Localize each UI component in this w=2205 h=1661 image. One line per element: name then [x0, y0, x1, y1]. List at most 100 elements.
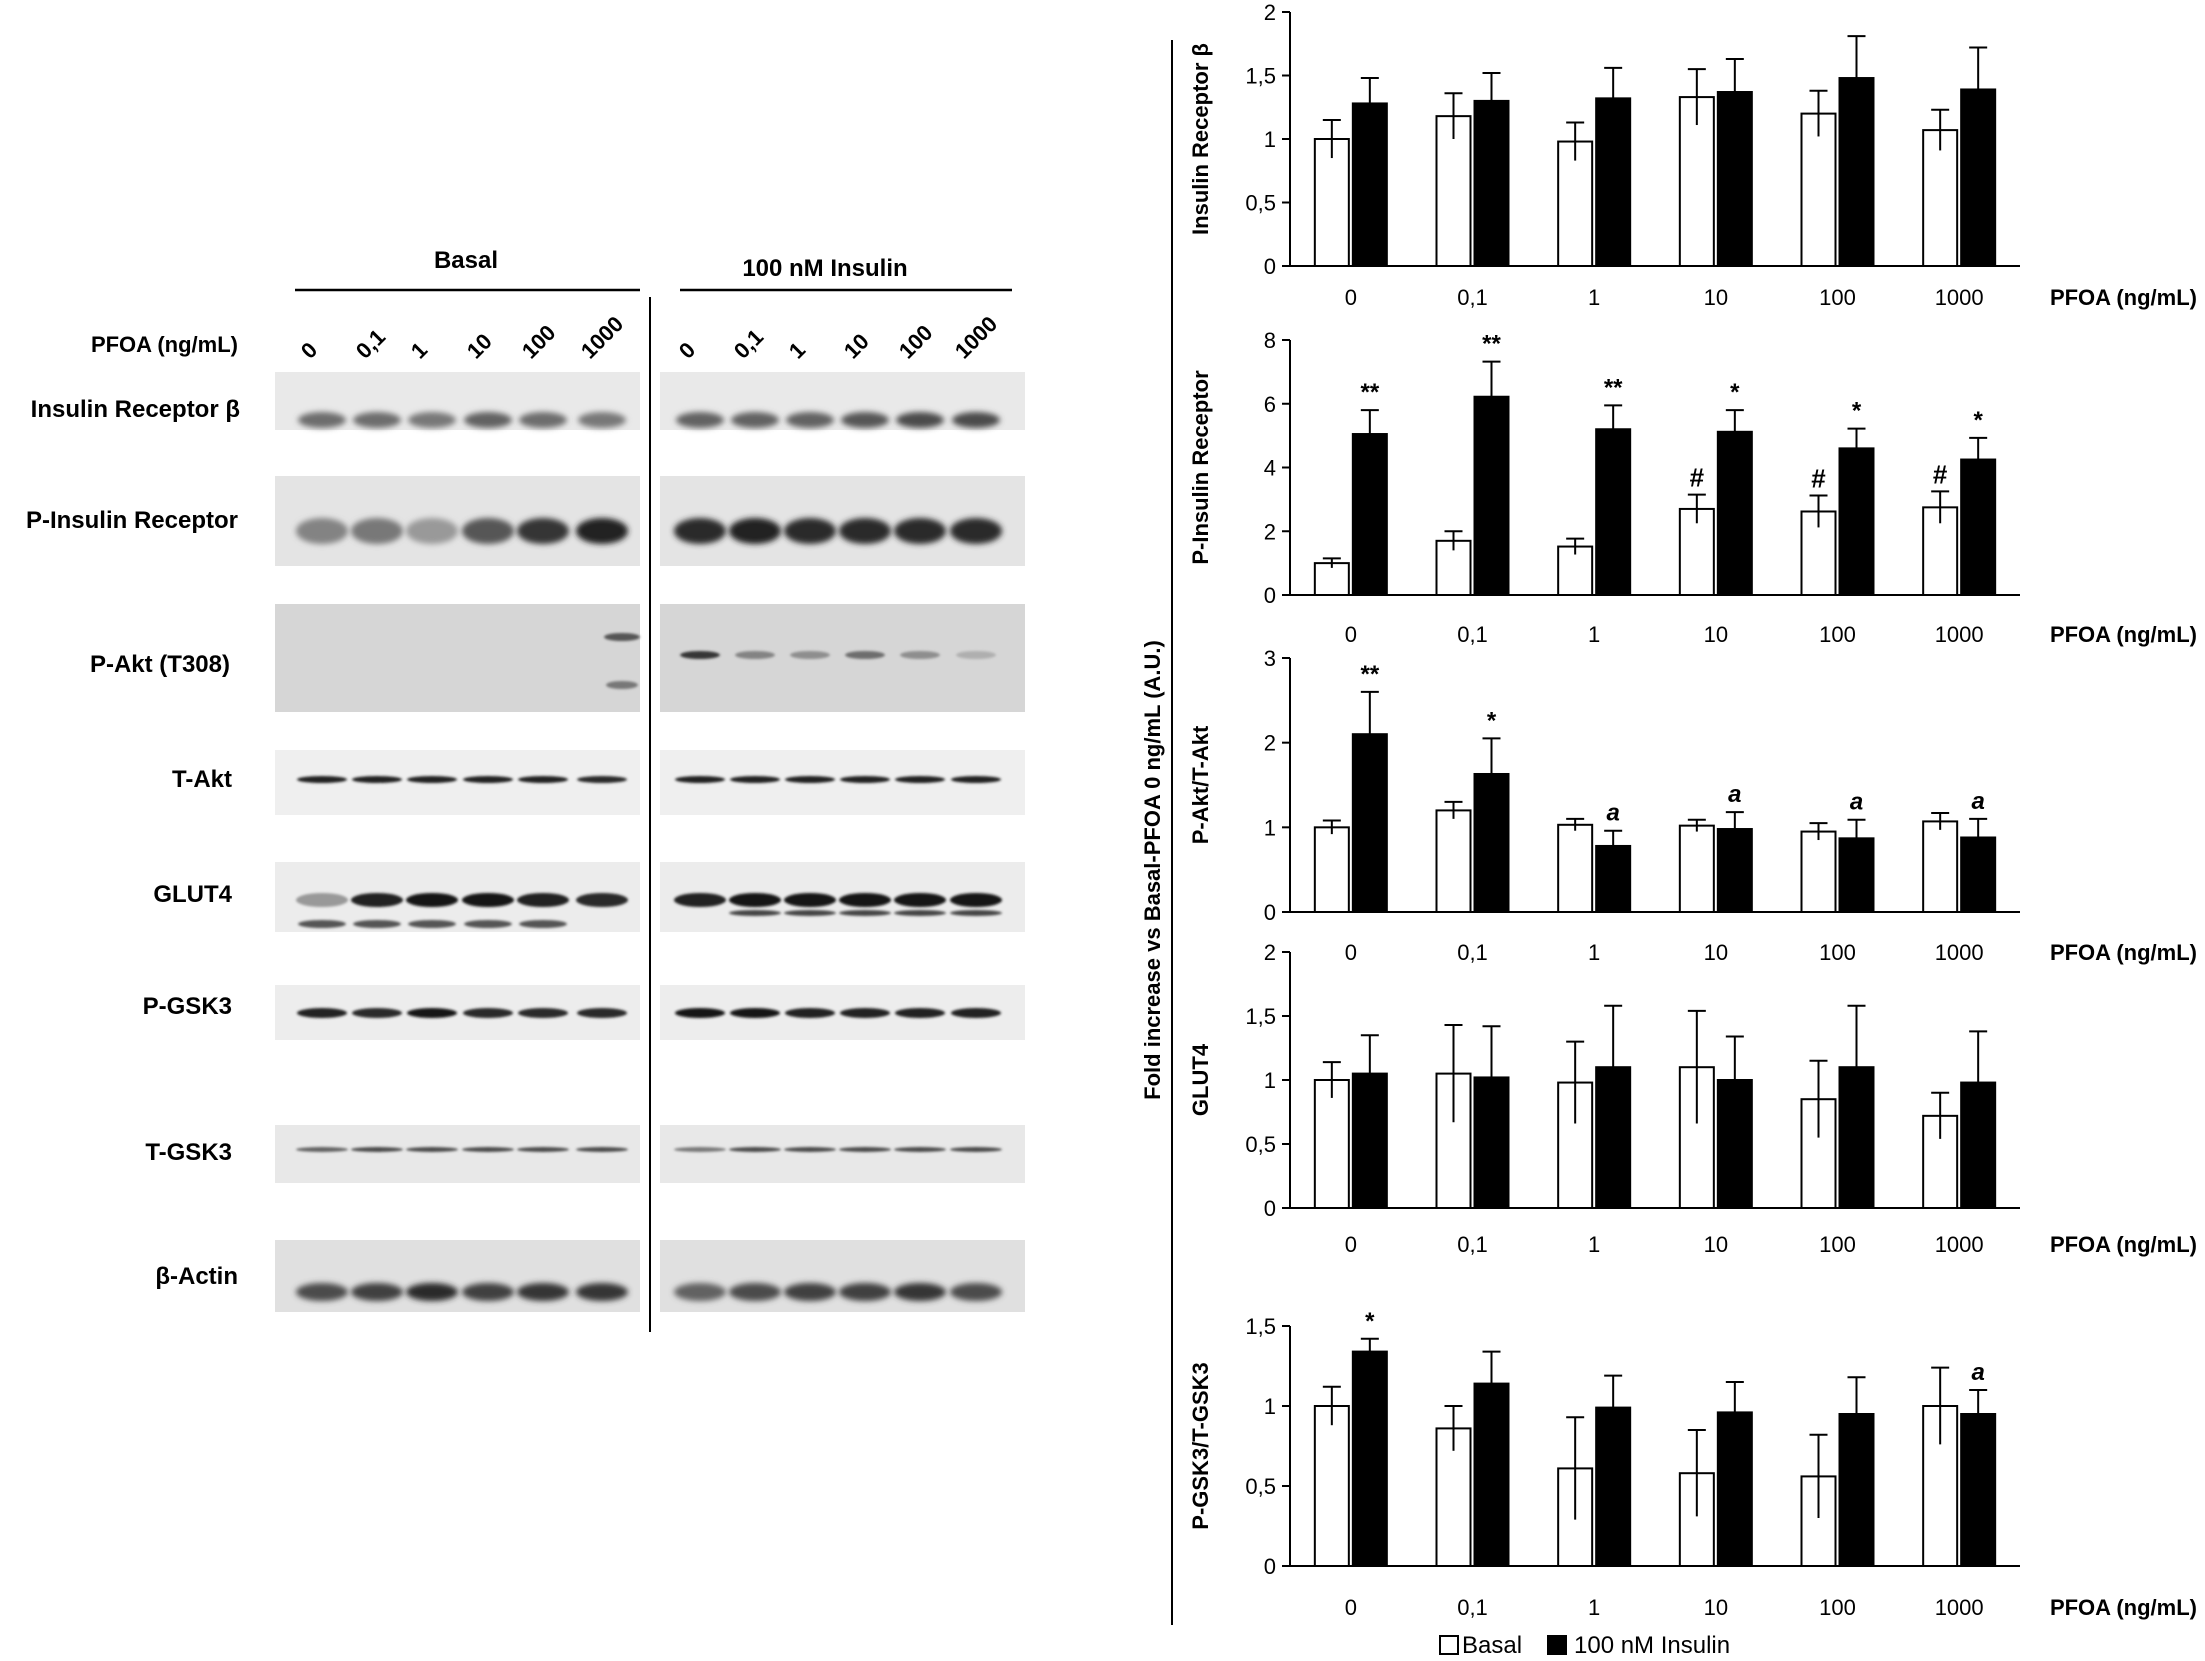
x-tick-label: 0,1: [1457, 1595, 1488, 1620]
bar-basal: [1678, 824, 1715, 914]
x-tick-label: 0,1: [1457, 285, 1488, 310]
blot-band: [578, 412, 626, 428]
blot-band: [351, 518, 403, 544]
blot-band: [464, 412, 512, 428]
x-tick-label: 0: [1345, 1595, 1357, 1620]
blot-row-label: Insulin Receptor β: [31, 396, 240, 423]
x-tick-label: 10: [1704, 940, 1728, 965]
blot-band: [462, 518, 514, 544]
y-tick-label: 1: [1264, 127, 1276, 152]
blot-band: [577, 1008, 627, 1018]
blot-rows: Insulin Receptor β P-Insulin Receptor P-Ak…: [26, 372, 1025, 1312]
blot-band: [296, 893, 348, 907]
significance-marker: *: [1973, 407, 1983, 434]
bar-basal: [1800, 1475, 1837, 1568]
blot-row-label: P-Akt (T308): [90, 651, 230, 678]
blot-band: [462, 893, 514, 907]
y-tick-label: 0,5: [1245, 1474, 1276, 1499]
blot-band: [676, 412, 724, 428]
blot-band: [463, 1008, 513, 1018]
y-tick-label: 3: [1264, 646, 1276, 671]
y-tick-label: 2: [1264, 519, 1276, 544]
y-tick-label: 1,5: [1245, 1004, 1276, 1029]
blot-insulin-conc-label: 100: [894, 320, 938, 364]
bar-chart: 0 2 4 6 8 P-Insulin Receptor 0 0,1 1 10 100 1000 PFO…: [1188, 328, 2197, 647]
group-basal-label: Basal: [434, 247, 498, 274]
blot-band: [408, 920, 456, 928]
y-tick-label: 1,5: [1245, 1314, 1276, 1339]
legend-insulin-swatch: [1547, 1635, 1567, 1655]
bar-basal: [1313, 562, 1350, 596]
blot-band: [839, 1147, 891, 1152]
y-tick-label: 2: [1264, 0, 1276, 25]
x-tick-label: 0,1: [1457, 1232, 1488, 1257]
x-tick-label: 0: [1345, 285, 1357, 310]
y-tick-label: 0: [1264, 900, 1276, 925]
blot-row: P-Akt (T308): [90, 604, 1025, 712]
blot-band: [298, 920, 346, 928]
x-tick-label: 1: [1588, 285, 1600, 310]
significance-marker: a: [1728, 781, 1741, 808]
significance-marker: a: [1850, 789, 1863, 816]
blot-basal-conc-label: 0: [296, 337, 322, 363]
bar-basal: [1313, 1079, 1350, 1209]
blot-row: T-Akt: [172, 750, 1025, 815]
blot-row-label: T-Akt: [172, 766, 232, 793]
x-axis-label: PFOA (ng/mL): [2050, 622, 2197, 647]
bar-insulin: [1351, 1350, 1388, 1567]
blot-row: GLUT4: [153, 862, 1025, 932]
x-tick-label: 0: [1345, 622, 1357, 647]
blot-strip-insulin: [660, 1125, 1025, 1183]
blot-band: [784, 518, 836, 544]
x-axis-label: PFOA (ng/mL): [2050, 285, 2197, 310]
blot-band: [730, 776, 780, 783]
y-tick-label: 0: [1264, 1554, 1276, 1579]
blot-band: [517, 893, 569, 907]
bar-basal: [1435, 809, 1472, 914]
blot-band: [895, 1008, 945, 1018]
blot-insulin-conc-label: 0: [674, 337, 700, 363]
blot-band: [675, 1008, 725, 1018]
x-axis-label: PFOA (ng/mL): [2050, 1232, 2197, 1257]
significance-marker: #: [1690, 463, 1705, 493]
blot-basal-conc-label: 1000: [576, 311, 628, 363]
blot-band: [462, 1147, 514, 1152]
blot-band: [351, 893, 403, 907]
blot-band: [577, 776, 627, 783]
blot-band: [786, 412, 834, 428]
bar-basal: [1313, 1405, 1350, 1567]
x-tick-label: 1000: [1935, 285, 1984, 310]
blot-band: [729, 910, 781, 916]
blot-row: P-GSK3: [143, 985, 1025, 1040]
blot-band: [297, 776, 347, 783]
blot-band: [407, 1008, 457, 1018]
bar-basal: [1800, 112, 1837, 267]
y-tick-label: 1: [1264, 1394, 1276, 1419]
x-tick-label: 10: [1704, 285, 1728, 310]
blot-band: [463, 776, 513, 783]
x-tick-label: 1: [1588, 940, 1600, 965]
blot-band: [680, 651, 720, 659]
x-tick-label: 1: [1588, 622, 1600, 647]
blot-band: [895, 776, 945, 783]
blot-band: [790, 651, 830, 659]
blot-band: [950, 1283, 1002, 1301]
blot-band: [950, 518, 1002, 544]
blot-band: [731, 412, 779, 428]
significance-marker: a: [1971, 1359, 1984, 1386]
bar-insulin: [1595, 428, 1632, 596]
bar-basal: [1800, 830, 1837, 913]
blot-band: [894, 893, 946, 907]
blot-band: [894, 1147, 946, 1152]
bar-insulin: [1716, 430, 1753, 596]
y-axis-label: P-GSK3/T-GSK3: [1188, 1362, 1213, 1529]
blot-basal-conc-label: 10: [462, 329, 497, 364]
blot-band: [606, 681, 638, 689]
blot-row: Insulin Receptor β: [31, 372, 1025, 430]
blot-band: [735, 651, 775, 659]
blot-basal-conc-label: 100: [517, 320, 561, 364]
blot-band: [839, 1283, 891, 1301]
bar-basal: [1557, 140, 1594, 267]
blot-band: [951, 1008, 1001, 1018]
